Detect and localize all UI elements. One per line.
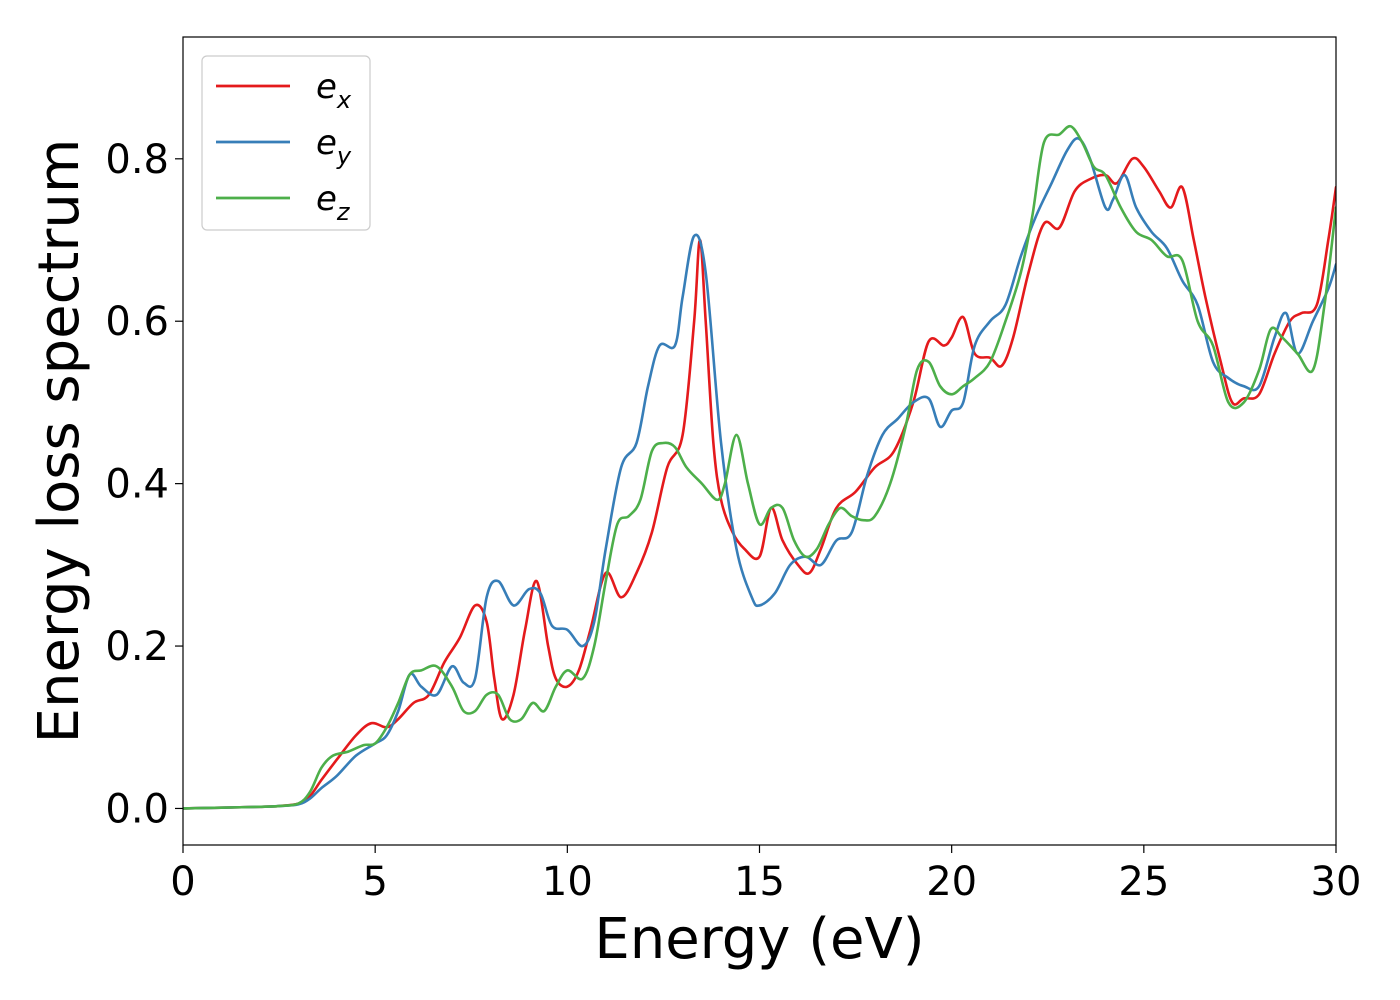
y-tick-label: 0.2 — [105, 624, 169, 670]
y-tick-label: 0.6 — [105, 299, 169, 345]
x-tick-label: 20 — [926, 859, 977, 905]
legend-label-sub: y — [336, 142, 352, 170]
legend-item-z: ez — [216, 179, 351, 226]
legend-label: ex — [316, 67, 352, 114]
legend-item-x: ex — [216, 67, 352, 114]
series-layer — [183, 124, 1336, 810]
x-tick-label: 30 — [1311, 859, 1362, 905]
legend-label-sub: x — [336, 86, 352, 114]
legend-label-sub: z — [336, 198, 351, 226]
y-tick-label: 0.4 — [105, 462, 169, 508]
x-tick-label: 25 — [1118, 859, 1169, 905]
legend-label: ey — [316, 123, 352, 170]
series-line-y — [183, 137, 1336, 810]
x-tick-label: 0 — [170, 859, 195, 905]
legend-label-main: e — [316, 179, 337, 219]
legend-label: ez — [316, 179, 351, 226]
legend-item-y: ey — [216, 123, 352, 170]
legend-label-main: e — [316, 67, 337, 107]
x-axis-ticks: 0 5 10 15 20 25 30 — [170, 845, 1361, 905]
x-tick-label: 10 — [542, 859, 593, 905]
y-axis-title: Energy loss spectrum — [27, 139, 92, 744]
y-tick-label: 0.8 — [105, 137, 169, 183]
series-line-z — [183, 124, 1336, 810]
x-tick-label: 15 — [734, 859, 785, 905]
series-line-x — [183, 156, 1336, 810]
y-axis-ticks: 0.0 0.2 0.4 0.6 0.8 — [105, 137, 183, 832]
x-axis-title: Energy (eV) — [594, 907, 924, 972]
y-tick-label: 0.0 — [105, 786, 169, 832]
x-tick-label: 5 — [362, 859, 387, 905]
legend-label-main: e — [316, 123, 337, 163]
